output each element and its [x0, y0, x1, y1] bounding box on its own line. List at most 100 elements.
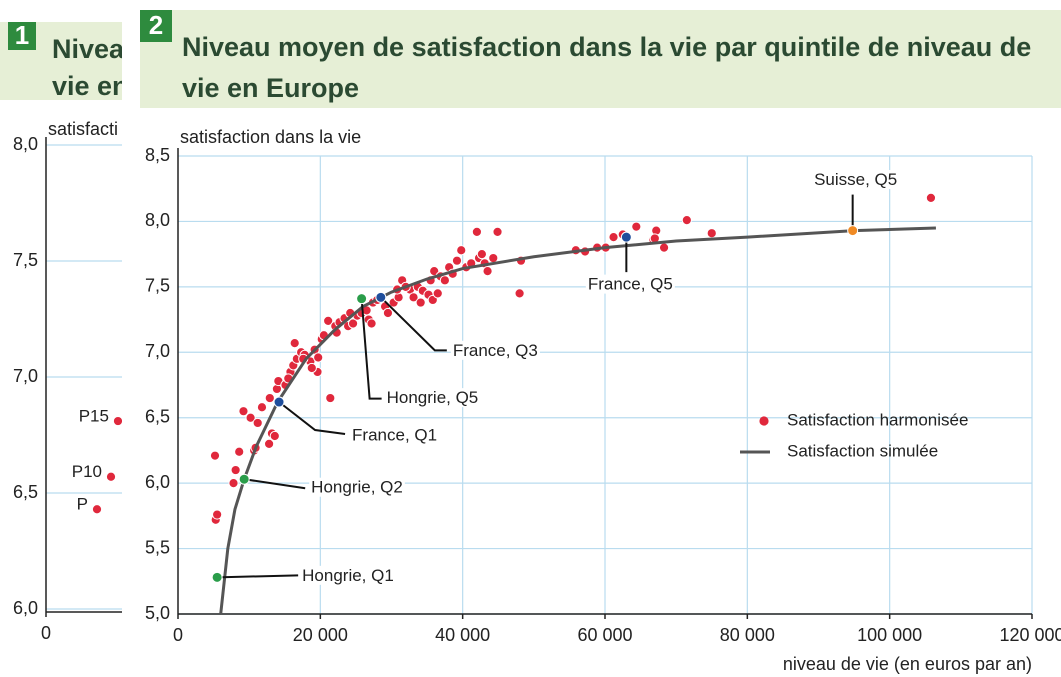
point-label: P15 — [79, 407, 109, 426]
chart-title: vie en Europe — [182, 73, 359, 103]
y-tick-label: 6,5 — [13, 482, 38, 502]
y-tick-label: 7,0 — [13, 366, 38, 386]
title-band — [140, 10, 1061, 108]
leader-line — [360, 298, 382, 400]
x-tick-label: 0 — [41, 623, 51, 643]
y-tick-label: 5,5 — [145, 537, 170, 557]
data-point — [347, 318, 359, 329]
data-point — [408, 292, 419, 303]
annotation-label: Hongrie, Q5 — [387, 388, 479, 407]
data-point — [91, 504, 103, 515]
data-point — [476, 249, 487, 260]
y-tick-label: 8,5 — [145, 145, 170, 165]
data-point — [925, 192, 937, 203]
x-tick-label: 60 000 — [577, 625, 632, 645]
badge-number: 2 — [149, 10, 163, 40]
data-point — [269, 430, 280, 442]
badge — [140, 10, 172, 42]
y-axis-label: satisfaction dans la vie — [180, 127, 361, 147]
highlight-point — [238, 473, 250, 485]
data-point — [228, 478, 239, 489]
label-background — [300, 565, 396, 585]
data-point — [451, 255, 463, 266]
x-tick-label: 120 000 — [999, 625, 1061, 645]
highlight-point — [273, 396, 285, 408]
point-label: P10 — [72, 462, 102, 481]
y-tick-label: 6,0 — [145, 472, 170, 492]
y-tick-label: 6,5 — [145, 406, 170, 426]
data-point — [439, 275, 450, 286]
data-point — [681, 215, 692, 226]
data-point — [323, 315, 334, 326]
data-point — [256, 402, 268, 413]
y-tick-label: 7,0 — [145, 341, 170, 361]
x-tick-label: 0 — [173, 625, 183, 645]
highlight-point — [375, 291, 387, 303]
data-point — [706, 228, 717, 239]
panel-1: 1 Nivea vie en satisfacti 6,0 6,5 7,0 7,5 8,0 0 P1… — [0, 20, 129, 643]
x-axis-label: niveau de vie (en euros par an) — [783, 654, 1032, 674]
data-point — [263, 438, 275, 449]
leader-line — [244, 478, 306, 490]
data-point — [112, 415, 122, 427]
annotation-label: France, Q5 — [588, 275, 673, 294]
badge — [8, 22, 36, 50]
point-label: P — [77, 495, 88, 514]
legend-label: Satisfaction simulée — [787, 441, 938, 460]
highlight-point — [356, 293, 368, 305]
x-tick-label: 80 000 — [720, 625, 775, 645]
data-point — [306, 362, 317, 374]
label-background — [812, 170, 900, 190]
data-point — [658, 242, 670, 253]
legend-label: Satisfaction harmonisée — [787, 410, 968, 429]
data-point — [245, 412, 256, 423]
y-axis-label: satisfacti — [48, 119, 118, 139]
highlight-point — [211, 571, 223, 583]
x-tick-label: 40 000 — [435, 625, 490, 645]
data-point — [234, 446, 245, 457]
data-point — [631, 221, 642, 232]
y-tick-label: 5,0 — [145, 603, 170, 623]
data-point — [608, 232, 619, 243]
data-point — [264, 392, 275, 404]
data-point — [415, 297, 426, 308]
legend-dot — [759, 416, 769, 426]
label-background — [585, 274, 675, 294]
leader-line — [217, 574, 299, 579]
annotation-label: Suisse, Q5 — [814, 170, 897, 189]
panel-2: 2 Niveau moyen de satisfaction dans la vi… — [124, 0, 1061, 677]
chart-title: Niveau moyen de satisfaction dans la vie… — [182, 32, 1031, 62]
y-tick-label: 7,5 — [145, 276, 170, 296]
badge-number: 1 — [15, 20, 29, 50]
label-background — [450, 340, 540, 360]
data-point — [492, 226, 503, 237]
chart-title: Nivea — [52, 34, 125, 64]
data-point — [456, 245, 467, 256]
annotation-label: Hongrie, Q1 — [302, 566, 394, 585]
leader-line — [380, 296, 447, 352]
chart-title: vie en — [52, 71, 129, 101]
y-tick-label: 8,0 — [145, 210, 170, 230]
leader-line — [278, 401, 346, 436]
y-tick-label: 8,0 — [13, 134, 38, 154]
data-point — [209, 450, 221, 461]
annotation-label: France, Q1 — [352, 425, 437, 444]
data-point — [325, 392, 336, 404]
data-point — [382, 307, 394, 319]
data-point — [488, 252, 499, 264]
y-tick-label: 7,5 — [13, 250, 38, 270]
x-tick-label: 20 000 — [293, 625, 348, 645]
data-point — [212, 509, 223, 520]
data-point — [366, 318, 377, 329]
data-point — [238, 406, 249, 417]
data-point — [252, 417, 263, 429]
data-point — [230, 464, 241, 476]
highlight-point — [847, 225, 859, 237]
annotation-label: France, Q3 — [453, 341, 538, 360]
label-background — [350, 425, 440, 445]
data-point — [514, 288, 525, 299]
annotation-label: Hongrie, Q2 — [311, 478, 403, 497]
x-tick-label: 100 000 — [857, 625, 922, 645]
highlight-point — [620, 231, 632, 243]
